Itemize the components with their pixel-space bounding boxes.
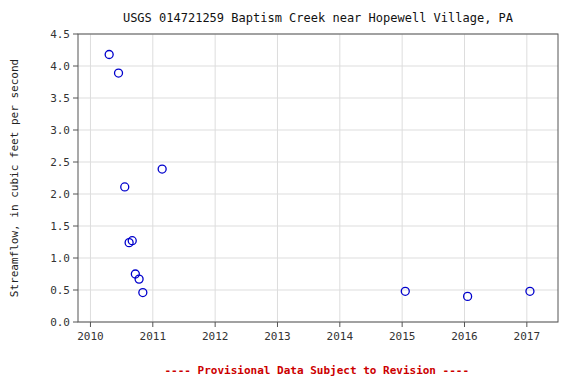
scatter-point — [464, 292, 472, 300]
y-tick — [73, 322, 78, 323]
y-tick-label: 4.0 — [50, 60, 70, 73]
grid — [78, 34, 558, 322]
x-tick-label: 2014 — [327, 330, 354, 343]
x-tick — [339, 322, 340, 327]
y-grid-line — [78, 130, 558, 131]
chart-title: USGS 014721259 Baptism Creek near Hopewe… — [123, 11, 514, 25]
footnote: ---- Provisional Data Subject to Revisio… — [164, 364, 469, 377]
x-tick-label: 2015 — [389, 330, 416, 343]
x-grid-line — [464, 34, 465, 322]
scatter-point — [128, 237, 136, 245]
y-tick-label: 3.5 — [50, 92, 70, 105]
x-tick-label: 2016 — [451, 330, 478, 343]
y-tick-label: 2.5 — [50, 156, 70, 169]
x-grid-line — [526, 34, 527, 322]
y-tick-label: 1.0 — [50, 252, 70, 265]
y-tick-label: 4.5 — [50, 28, 70, 41]
y-tick-label: 0.0 — [50, 316, 70, 329]
y-grid-line — [78, 226, 558, 227]
x-grid-line — [215, 34, 216, 322]
x-tick-label: 2017 — [514, 330, 541, 343]
y-grid-line — [78, 66, 558, 67]
x-tick — [152, 322, 153, 327]
y-grid-line — [78, 98, 558, 99]
scatter-point — [115, 69, 123, 77]
x-tick — [90, 322, 91, 327]
chart-svg: 2010 2011 2012 2013 2014 2015 2016 2017 0.0 0.5 1.… — [0, 0, 576, 384]
x-tick-label: 2010 — [77, 330, 104, 343]
x-tick — [402, 322, 403, 327]
x-grid-line — [402, 34, 403, 322]
scatter-point — [139, 289, 147, 297]
scatter-point — [158, 165, 166, 173]
y-tick — [73, 34, 78, 35]
y-tick — [73, 162, 78, 163]
x-tick — [464, 322, 465, 327]
x-tick — [526, 322, 527, 327]
y-axis-label: Streamflow, in cubic feet per second — [8, 59, 21, 297]
y-tick-label: 0.5 — [50, 284, 70, 297]
y-tick — [73, 66, 78, 67]
scatter-point — [135, 275, 143, 283]
y-tick — [73, 226, 78, 227]
y-grid-line — [78, 194, 558, 195]
x-tick — [277, 322, 278, 327]
y-grid-line — [78, 162, 558, 163]
y-tick — [73, 290, 78, 291]
page: {"chart_data": {"type": "scatter", "titl… — [0, 0, 576, 384]
axes: 2010 2011 2012 2013 2014 2015 2016 2017 0.0 0.5 1.… — [50, 28, 540, 343]
chart-container: 2010 2011 2012 2013 2014 2015 2016 2017 0.0 0.5 1.… — [0, 0, 576, 384]
plot-background — [78, 34, 558, 322]
x-grid-line — [339, 34, 340, 322]
plot-frame — [78, 34, 558, 322]
y-tick — [73, 130, 78, 131]
scatter-point — [105, 50, 113, 58]
scatter-point — [526, 287, 534, 295]
x-tick-label: 2013 — [264, 330, 291, 343]
points — [105, 50, 534, 300]
x-tick-label: 2012 — [202, 330, 229, 343]
x-tick-label: 2011 — [140, 330, 167, 343]
y-tick-label: 2.0 — [50, 188, 70, 201]
y-tick — [73, 194, 78, 195]
x-grid-line — [277, 34, 278, 322]
y-tick — [73, 258, 78, 259]
x-grid-line — [152, 34, 153, 322]
x-tick — [215, 322, 216, 327]
y-grid-line — [78, 258, 558, 259]
y-tick-label: 1.5 — [50, 220, 70, 233]
scatter-point — [121, 183, 129, 191]
scatter-point — [401, 287, 409, 295]
y-tick-label: 3.0 — [50, 124, 70, 137]
x-grid-line — [90, 34, 91, 322]
y-grid-line — [78, 290, 558, 291]
y-tick — [73, 98, 78, 99]
